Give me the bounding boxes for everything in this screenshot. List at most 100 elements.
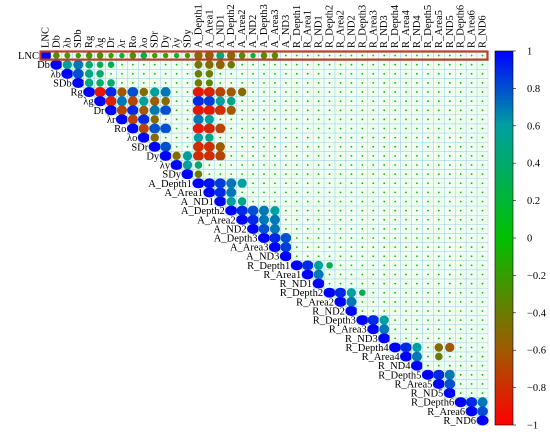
correlation-circle [317,127,320,130]
correlation-circle [317,237,320,239]
correlation-circle [284,63,287,66]
correlation-circle [284,164,287,166]
correlation-circle [237,87,247,97]
correlation-circle [339,246,342,249]
correlation-circle [383,282,386,285]
correlation-circle [53,52,60,59]
colorbar-tick-label: −0.6 [527,346,546,357]
correlation-circle [85,60,93,69]
correlation-circle [121,63,123,66]
correlation-circle [194,161,203,169]
correlation-circle [427,264,429,267]
correlation-circle [247,223,260,234]
correlation-circle [350,200,353,203]
correlation-circle [372,200,375,203]
correlation-circle [383,155,386,157]
correlation-circle [96,61,104,68]
correlation-circle [241,164,244,166]
correlation-circle [274,145,276,148]
correlation-circle [416,109,418,112]
correlation-circle [241,109,244,112]
correlation-circle [306,227,309,230]
column-label: Db [51,35,62,48]
correlation-circle [306,255,309,258]
correlation-circle [477,397,488,408]
correlation-circle [465,406,478,417]
correlation-circle [427,63,429,66]
correlation-circle [252,118,254,121]
correlation-circle [252,191,254,194]
correlation-circle [317,136,320,139]
row-label: R_Area2 [296,297,334,308]
correlation-circle [306,72,309,75]
correlation-circle [317,100,320,103]
correlation-circle [252,155,254,157]
correlation-circle [427,164,429,166]
correlation-circle [416,200,418,203]
correlation-circle [459,82,462,84]
row-labels: LNCDbλbSDbRgλgDrλrRoλoSDrDyλySDyA_Depth1… [18,51,476,427]
correlation-circle [306,237,309,239]
correlation-circle [427,227,429,230]
correlation-circle [394,282,397,285]
correlation-circle [194,70,203,78]
correlation-circle [405,300,407,303]
correlation-circle [383,182,386,185]
correlation-circle [236,205,248,216]
correlation-circle [416,72,418,75]
correlation-circle [241,72,244,75]
correlation-circle [416,209,418,212]
correlation-circle [317,82,320,84]
correlation-circle [306,246,309,249]
row-label: A_ND1 [181,197,214,208]
correlation-circle [121,82,123,84]
correlation-circle [470,383,473,385]
correlation-circle [437,118,440,121]
correlation-circle [84,69,94,79]
correlation-circle [328,200,331,203]
row-label: R_Area1 [263,270,301,281]
column-label: λo [139,38,150,48]
correlation-circle [437,173,440,176]
correlation-circle [361,127,364,130]
correlation-circle [448,209,451,212]
correlation-circle [339,264,342,267]
correlation-circle [383,82,386,84]
column-label: R_ND2 [346,15,357,48]
correlation-circle [295,145,298,148]
correlation-circle [252,136,254,139]
correlation-circle [448,182,451,185]
correlation-circle [258,205,270,216]
correlation-circle [328,282,331,285]
correlation-circle [394,63,397,66]
correlation-circle [470,218,473,221]
correlation-circle [459,237,462,239]
column-label: A_Depth1 [193,4,204,48]
correlation-circle [470,72,473,75]
correlation-circle [306,109,309,112]
correlation-circle [470,291,473,294]
correlation-circle [186,127,189,130]
correlation-circle [361,218,364,221]
correlation-circle [153,63,156,66]
correlation-circle [160,141,172,152]
correlation-circle [416,164,418,166]
correlation-circle [241,63,244,66]
correlation-circle [326,262,333,269]
correlation-circle [394,136,397,139]
correlation-circle [448,328,451,331]
correlation-circle [437,91,440,93]
correlation-circle [427,82,429,84]
correlation-circle [459,319,462,321]
correlation-circle [115,114,128,125]
correlation-circle [252,173,254,176]
row-label: A_Area3 [230,243,268,254]
colorbar-tick-label: −0.8 [527,383,546,394]
correlation-circle [427,282,429,285]
correlation-circle [107,61,115,68]
correlation-circle [227,60,236,69]
correlation-circle [241,136,244,139]
correlation-circle [284,109,287,112]
row-label: Dy [146,151,160,162]
correlation-circle [459,100,462,103]
